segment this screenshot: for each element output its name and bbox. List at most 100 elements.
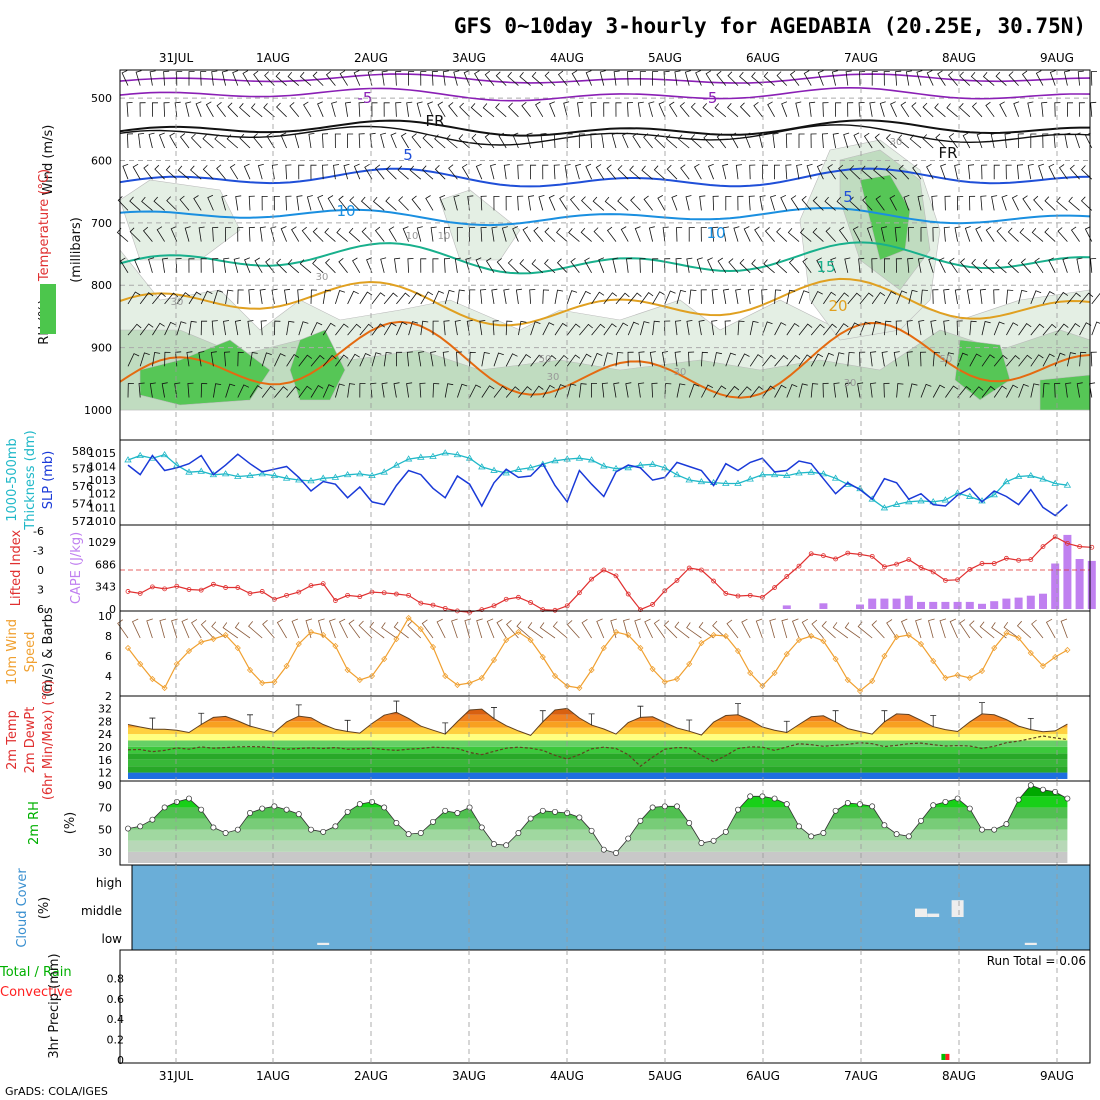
thickness-point [441,449,449,456]
temp-tick: 28 [98,715,112,728]
wind-barb [322,322,336,336]
rh-point [905,833,912,840]
thickness-point [917,497,925,504]
contour-label: FR [425,112,444,130]
rh-point [576,814,583,821]
wind-barb [556,227,568,242]
wind-barb [982,72,995,86]
wind-barb [638,351,645,367]
wind-barb [408,292,422,305]
rh-point [247,810,253,816]
wind-barb [1054,382,1061,398]
pressure-tick: 600 [91,154,112,167]
wind-barb [871,321,881,336]
lifted-index-point [833,556,838,562]
wind-barb [653,165,666,180]
wind-barb [747,288,754,304]
wind-barb [397,165,409,180]
wind-barb [310,354,325,367]
wind-barb [976,132,983,149]
wind-barb [505,353,518,367]
wind-barb [443,258,451,273]
surface-wind-barb [393,621,409,639]
wind-barb [1067,292,1081,305]
wind-speed-point [539,653,546,661]
wind-barb [615,102,622,117]
wind-speed-point [527,636,534,644]
wind-barb [688,383,700,398]
panel-axis-label: 3hr Precip (mm) [47,953,62,1058]
wind-barb [658,101,666,117]
wind-barb [1019,227,1032,242]
rh-point [466,804,473,811]
thickness-point [234,472,242,479]
wind-barb [884,291,897,305]
panel-axis-label: SLP (mb) [41,451,56,510]
wind-barb [286,320,295,336]
surface-wind-barb [712,620,727,639]
panel-frame [119,949,1091,1064]
wind-barb [762,385,776,398]
wind-barb [880,226,887,242]
wind-barb [812,196,824,211]
wind-barb [898,164,910,180]
wind-barb [454,320,461,336]
surface-wind-barb [959,619,971,639]
wind-barb [677,134,690,149]
wind-barb [271,288,278,304]
wind-barb [705,70,714,86]
panel-axis-label: 2m RH [27,801,42,845]
rh-point [613,850,619,856]
wind-barb [271,164,278,180]
cape-bar [1039,593,1047,609]
lifted-index-point [918,565,924,570]
wind-barb [639,71,646,86]
wind-barb [1042,133,1049,149]
wind-barb [444,289,455,305]
rh-point [991,826,998,833]
wind-barb [253,70,263,86]
thickness-point [673,471,681,478]
thickness-point [807,468,815,475]
cape-tick: 1029 [88,536,116,549]
wind-barb [174,382,181,398]
wind-barb [542,164,549,180]
wind-barb [575,163,582,180]
contour-label: 5 [403,146,413,164]
wind-barb [606,226,617,242]
wind-barb [285,164,292,180]
wind-barb [465,257,472,273]
wind-speed-point [381,655,388,663]
wind-barb [817,70,824,86]
wind-barb [121,70,129,86]
dewpoint-line [127,735,1068,767]
wind-barb [1033,195,1044,211]
precip-total-bar [941,1053,946,1060]
wind-barb [554,322,568,336]
wind-barb [847,292,862,305]
wind-barb [374,164,385,180]
bottom-date-label: 9AUG [1040,1069,1074,1083]
surface-wind-barb [486,618,495,639]
wind-barb [394,257,401,273]
wind-barb [1079,322,1092,336]
wind-barb [200,71,207,86]
wind-barb [688,289,697,304]
lifted-index-point [1004,555,1009,561]
wind-barb [299,259,312,274]
wind-barb [299,71,312,86]
wind-barb [530,164,537,180]
wind-barb [553,164,560,180]
wind-barb [420,320,429,336]
wind-barb [649,351,656,367]
wind-barb [730,132,739,149]
wind-barb [852,226,861,242]
wind-speed-point [307,628,315,636]
wind-speed-point [503,636,510,644]
wind-barb [1076,257,1083,273]
wind-barb [920,351,927,367]
surface-wind-barb [581,619,592,639]
wind-barb [322,164,329,180]
top-date-label: 8AUG [942,51,976,65]
temp-band [128,740,1068,747]
